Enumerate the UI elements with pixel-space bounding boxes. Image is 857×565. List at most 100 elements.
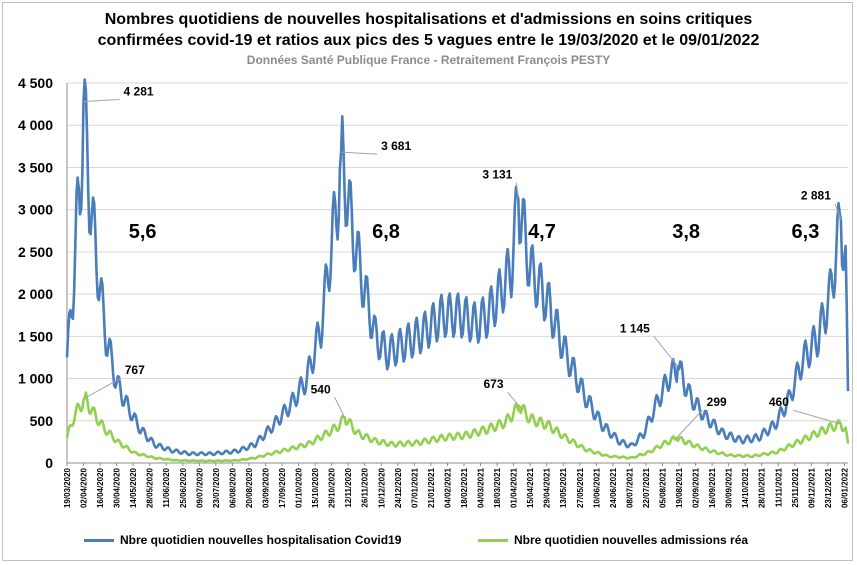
annotation-label: 3 681 bbox=[381, 139, 411, 153]
x-tick-label: 21/01/2021 bbox=[427, 467, 436, 508]
x-tick-label: 30/04/2020 bbox=[113, 467, 122, 508]
x-tick-label: 20/08/2020 bbox=[245, 467, 254, 508]
x-tick-label: 16/04/2020 bbox=[96, 467, 105, 508]
annotation-leader bbox=[676, 409, 704, 439]
wave-ratio-label: 6,3 bbox=[792, 221, 820, 243]
legend-label-hospitalisations: Nbre quotidien nouvelles hospitalisation… bbox=[120, 533, 402, 547]
annotation-leader bbox=[83, 98, 120, 102]
annotation-leader bbox=[341, 151, 378, 155]
y-tick-label: 1 000 bbox=[18, 371, 53, 387]
x-tick-label: 18/03/2021 bbox=[493, 467, 502, 508]
x-tick-label: 01/10/2020 bbox=[295, 467, 304, 508]
peak-annotations: 4 281 3 681 3 131 1 145 2 881 767 540 673 299 460 bbox=[83, 84, 842, 439]
x-tick-label: 17/09/2020 bbox=[278, 467, 287, 508]
annotation-leader bbox=[507, 391, 520, 407]
x-tick-label: 23/12/2021 bbox=[824, 467, 833, 508]
x-tick-label: 09/07/2020 bbox=[195, 467, 204, 508]
wave-ratio-label: 4,7 bbox=[528, 221, 556, 243]
x-axis: 19/03/2020 02/04/2020 16/04/2020 30/04/2020… bbox=[63, 462, 849, 508]
x-tick-label: 02/09/2021 bbox=[692, 467, 701, 508]
wave-ratios: 5,6 6,8 4,7 3,8 6,3 bbox=[129, 221, 820, 243]
annotation-label: 2 881 bbox=[801, 189, 831, 203]
y-axis: 0 500 1 000 1 500 2 000 2 500 3 000 3 500 4 000 4… bbox=[18, 75, 68, 471]
x-tick-label: 01/04/2021 bbox=[510, 467, 519, 508]
x-tick-label: 23/07/2020 bbox=[212, 467, 221, 508]
x-tick-label: 29/04/2021 bbox=[543, 467, 552, 508]
x-tick-label: 30/09/2021 bbox=[725, 467, 734, 508]
x-tick-label: 08/07/2021 bbox=[625, 467, 634, 508]
x-tick-label: 11/06/2020 bbox=[162, 467, 171, 507]
x-tick-label: 16/09/2021 bbox=[708, 467, 717, 508]
x-tick-label: 24/06/2021 bbox=[609, 467, 618, 508]
annotation-label: 540 bbox=[311, 382, 331, 396]
y-tick-label: 3 000 bbox=[18, 202, 53, 218]
legend-item-hospitalisations: Nbre quotidien nouvelles hospitalisation… bbox=[84, 533, 401, 547]
x-tick-label: 25/11/2021 bbox=[791, 467, 800, 507]
x-tick-label: 29/10/2020 bbox=[328, 467, 337, 508]
x-tick-label: 15/10/2020 bbox=[311, 467, 320, 508]
x-tick-label: 14/05/2020 bbox=[129, 467, 138, 508]
x-tick-label: 22/07/2021 bbox=[642, 467, 651, 508]
x-tick-label: 04/02/2021 bbox=[443, 467, 452, 508]
x-tick-label: 27/05/2021 bbox=[576, 467, 585, 508]
x-tick-label: 19/08/2021 bbox=[675, 467, 684, 508]
series-lines bbox=[65, 78, 850, 463]
chart-subtitle: Données Santé Publique France - Retraite… bbox=[246, 53, 611, 67]
annotation-label: 460 bbox=[769, 395, 789, 409]
x-tick-label: 05/08/2021 bbox=[658, 467, 667, 508]
y-tick-label: 2 000 bbox=[18, 286, 53, 302]
legend-label-rea: Nbre quotidien nouvelles admissions réa bbox=[514, 533, 749, 547]
x-tick-label: 06/08/2020 bbox=[228, 467, 237, 508]
wave-ratio-label: 5,6 bbox=[129, 221, 157, 243]
x-tick-label: 28/05/2020 bbox=[146, 467, 155, 508]
legend-swatch-green bbox=[478, 538, 508, 542]
x-tick-label: 25/06/2020 bbox=[179, 467, 188, 508]
x-tick-label: 06/01/2022 bbox=[840, 467, 849, 508]
annotation-label: 767 bbox=[125, 363, 145, 377]
x-tick-label: 26/11/2020 bbox=[361, 467, 370, 507]
chart-title-line-1: Nombres quotidiens de nouvelles hospital… bbox=[104, 11, 753, 28]
y-tick-label: 4 000 bbox=[18, 117, 53, 133]
legend-item-rea: Nbre quotidien nouvelles admissions réa bbox=[478, 533, 748, 547]
annotation-label: 4 281 bbox=[124, 84, 154, 98]
y-tick-label: 500 bbox=[30, 413, 54, 429]
wave-ratio-label: 6,8 bbox=[372, 221, 400, 243]
x-tick-label: 12/11/2020 bbox=[344, 467, 353, 507]
x-tick-label: 11/11/2021 bbox=[774, 467, 783, 507]
x-tick-label: 07/01/2021 bbox=[410, 467, 419, 508]
annotation-leader bbox=[834, 203, 842, 220]
series-line-1 bbox=[65, 391, 850, 463]
wave-ratio-label: 3,8 bbox=[672, 221, 700, 243]
chart-title-line-2: confirmées covid-19 et ratios aux pics d… bbox=[97, 32, 760, 49]
y-tick-label: 4 500 bbox=[18, 75, 53, 91]
x-tick-label: 10/12/2020 bbox=[377, 467, 386, 508]
x-tick-label: 13/05/2021 bbox=[559, 467, 568, 508]
x-tick-label: 09/12/2021 bbox=[807, 467, 816, 508]
y-tick-label: 1 500 bbox=[18, 328, 53, 344]
annotation-leader bbox=[334, 397, 346, 418]
gridlines bbox=[67, 82, 848, 422]
x-tick-label: 19/03/2020 bbox=[63, 467, 72, 508]
x-tick-label: 14/10/2021 bbox=[741, 467, 750, 508]
annotation-label: 299 bbox=[707, 395, 727, 409]
y-tick-label: 3 500 bbox=[18, 159, 53, 175]
annotation-label: 3 131 bbox=[482, 168, 512, 182]
x-tick-label: 04/03/2021 bbox=[477, 467, 486, 508]
y-tick-label: 0 bbox=[45, 455, 53, 471]
annotation-label: 673 bbox=[483, 377, 503, 391]
annotation-leader bbox=[792, 409, 842, 425]
annotation-leader bbox=[653, 335, 679, 367]
legend-swatch-blue bbox=[84, 538, 114, 542]
series-line-0 bbox=[65, 78, 850, 457]
x-tick-label: 03/09/2020 bbox=[261, 467, 270, 508]
x-tick-label: 15/04/2021 bbox=[526, 467, 535, 508]
annotation-leader bbox=[84, 377, 121, 399]
annotation-label: 1 145 bbox=[620, 321, 650, 335]
x-tick-label: 24/12/2020 bbox=[394, 467, 403, 508]
x-tick-label: 18/02/2021 bbox=[460, 467, 469, 508]
x-tick-label: 10/06/2021 bbox=[592, 467, 601, 508]
x-tick-label: 02/04/2020 bbox=[80, 467, 89, 508]
y-tick-label: 2 500 bbox=[18, 244, 53, 260]
